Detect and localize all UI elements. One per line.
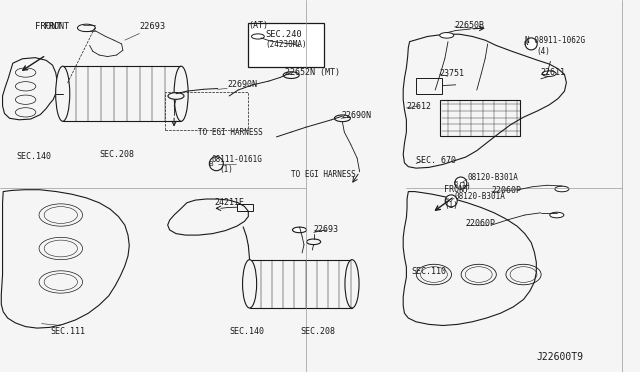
Text: SEC. 670: SEC. 670 xyxy=(416,156,456,165)
Bar xyxy=(416,78,442,94)
Bar xyxy=(440,100,520,136)
Text: (AT): (AT) xyxy=(248,21,268,30)
Bar xyxy=(250,260,352,308)
Text: SEC.208: SEC.208 xyxy=(301,327,336,336)
Ellipse shape xyxy=(550,212,564,218)
Text: 22611: 22611 xyxy=(541,68,566,77)
Circle shape xyxy=(445,195,457,207)
Text: 08120-B301A: 08120-B301A xyxy=(454,192,505,201)
Ellipse shape xyxy=(307,239,321,245)
Text: 08120-B301A: 08120-B301A xyxy=(467,173,518,182)
Text: (24230MA): (24230MA) xyxy=(266,40,307,49)
Ellipse shape xyxy=(168,93,184,99)
Text: SEC.140: SEC.140 xyxy=(229,327,264,336)
Ellipse shape xyxy=(345,260,359,308)
Text: 22612: 22612 xyxy=(406,102,431,110)
Circle shape xyxy=(209,157,223,171)
Text: 22690N: 22690N xyxy=(227,80,257,89)
Ellipse shape xyxy=(542,71,556,77)
Text: (1): (1) xyxy=(458,182,472,191)
Ellipse shape xyxy=(292,227,307,233)
Text: 22693: 22693 xyxy=(140,22,166,31)
Bar xyxy=(63,66,181,121)
Text: B: B xyxy=(208,161,212,167)
Text: N: N xyxy=(524,41,529,46)
Text: (1): (1) xyxy=(219,165,233,174)
Circle shape xyxy=(525,38,537,50)
Text: J22600T9: J22600T9 xyxy=(536,352,583,362)
Ellipse shape xyxy=(174,66,188,121)
Text: B: B xyxy=(454,180,458,186)
Circle shape xyxy=(455,177,467,189)
Ellipse shape xyxy=(335,115,351,122)
Text: 22690N: 22690N xyxy=(341,111,371,120)
Text: SEC.111: SEC.111 xyxy=(50,327,85,336)
Text: 22693: 22693 xyxy=(314,225,339,234)
Text: TO EGI HARNESS: TO EGI HARNESS xyxy=(198,128,263,137)
Text: SEC.208: SEC.208 xyxy=(99,150,134,159)
Text: SEC.240: SEC.240 xyxy=(266,30,302,39)
Text: 24211E: 24211E xyxy=(214,198,244,207)
Text: 08111-0161G: 08111-0161G xyxy=(211,155,262,164)
Bar xyxy=(248,23,324,67)
Text: SEC.110: SEC.110 xyxy=(411,267,446,276)
Text: 22060P: 22060P xyxy=(492,186,522,195)
Ellipse shape xyxy=(283,72,300,78)
Text: 22650B: 22650B xyxy=(454,21,484,30)
Text: SEC.140: SEC.140 xyxy=(16,153,51,161)
Ellipse shape xyxy=(77,24,95,32)
Text: 23751: 23751 xyxy=(440,69,465,78)
Text: TO EGI HARNESS: TO EGI HARNESS xyxy=(291,170,356,179)
Ellipse shape xyxy=(440,32,454,38)
Ellipse shape xyxy=(555,186,569,192)
Text: B: B xyxy=(444,198,449,203)
Text: FRONT: FRONT xyxy=(44,22,68,31)
Text: N 08911-1062G: N 08911-1062G xyxy=(525,36,585,45)
Bar xyxy=(237,204,253,211)
Bar xyxy=(165,92,248,130)
Text: FRONT: FRONT xyxy=(35,22,62,31)
Text: (4): (4) xyxy=(536,47,550,56)
Ellipse shape xyxy=(243,260,257,308)
Ellipse shape xyxy=(56,66,70,121)
Text: FRONT: FRONT xyxy=(444,185,468,194)
Text: 22060P: 22060P xyxy=(466,219,496,228)
Text: (1): (1) xyxy=(445,201,459,210)
Text: 22652N (MT): 22652N (MT) xyxy=(285,68,340,77)
Ellipse shape xyxy=(252,34,264,39)
